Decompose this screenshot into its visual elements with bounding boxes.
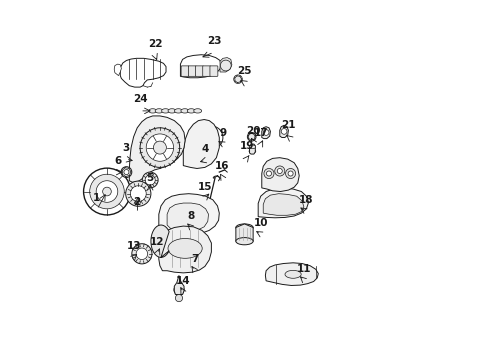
Text: 14: 14 (176, 276, 190, 286)
Circle shape (96, 181, 118, 202)
Text: 19: 19 (240, 141, 254, 151)
FancyBboxPatch shape (209, 66, 218, 76)
FancyBboxPatch shape (203, 66, 210, 76)
Ellipse shape (148, 109, 156, 113)
Circle shape (274, 166, 284, 176)
Circle shape (83, 168, 130, 215)
Circle shape (175, 294, 182, 302)
Circle shape (263, 130, 268, 135)
FancyBboxPatch shape (188, 66, 196, 76)
Text: 12: 12 (150, 237, 164, 247)
Polygon shape (114, 64, 121, 76)
Polygon shape (263, 194, 303, 215)
Circle shape (266, 171, 271, 176)
Polygon shape (180, 55, 221, 78)
Ellipse shape (161, 109, 169, 113)
Circle shape (200, 126, 223, 149)
Circle shape (153, 141, 166, 154)
Circle shape (136, 248, 147, 260)
Ellipse shape (235, 224, 253, 231)
Text: 18: 18 (299, 195, 313, 205)
Text: 25: 25 (237, 66, 251, 76)
Circle shape (146, 134, 173, 161)
Circle shape (145, 175, 155, 185)
Circle shape (281, 129, 286, 134)
Circle shape (140, 128, 179, 167)
Ellipse shape (168, 109, 176, 113)
Polygon shape (235, 224, 253, 244)
Text: 4: 4 (202, 144, 209, 154)
Circle shape (204, 130, 218, 145)
Circle shape (102, 187, 111, 196)
Polygon shape (151, 225, 169, 257)
Text: 5: 5 (146, 172, 154, 183)
Text: 22: 22 (148, 39, 162, 49)
Polygon shape (249, 144, 255, 154)
Text: 8: 8 (187, 211, 194, 221)
Text: 17: 17 (253, 128, 267, 138)
Polygon shape (183, 120, 219, 168)
Circle shape (264, 168, 273, 179)
Text: 2: 2 (133, 197, 141, 207)
Text: 16: 16 (215, 161, 229, 171)
Polygon shape (159, 194, 219, 235)
Text: 15: 15 (197, 181, 212, 192)
Polygon shape (174, 275, 183, 294)
Text: 1: 1 (93, 193, 101, 203)
Text: 9: 9 (219, 127, 226, 138)
Ellipse shape (249, 145, 255, 149)
Circle shape (174, 285, 183, 295)
Text: 3: 3 (122, 143, 129, 153)
Text: 24: 24 (133, 94, 147, 104)
Circle shape (132, 244, 152, 264)
Polygon shape (120, 58, 166, 87)
Circle shape (123, 170, 129, 175)
Polygon shape (159, 226, 211, 273)
Circle shape (125, 181, 151, 206)
Text: 21: 21 (281, 120, 295, 130)
Text: 13: 13 (126, 241, 141, 251)
Circle shape (207, 134, 215, 141)
Ellipse shape (285, 270, 301, 278)
Circle shape (130, 186, 146, 202)
Circle shape (285, 168, 295, 179)
Ellipse shape (174, 109, 182, 113)
Circle shape (220, 60, 231, 71)
Text: 11: 11 (296, 264, 310, 274)
Polygon shape (220, 58, 231, 72)
Text: 7: 7 (191, 254, 198, 264)
Circle shape (277, 168, 282, 174)
Ellipse shape (181, 109, 188, 113)
Ellipse shape (155, 109, 163, 113)
Polygon shape (265, 263, 318, 285)
Circle shape (247, 132, 256, 141)
Text: 23: 23 (206, 36, 221, 46)
Ellipse shape (249, 149, 255, 153)
FancyBboxPatch shape (181, 66, 189, 76)
Text: 6: 6 (114, 156, 121, 166)
Polygon shape (279, 125, 288, 138)
Polygon shape (261, 127, 270, 139)
Polygon shape (258, 188, 308, 218)
Ellipse shape (187, 109, 195, 113)
Polygon shape (129, 116, 185, 182)
Circle shape (233, 75, 242, 84)
Polygon shape (167, 203, 208, 232)
Circle shape (287, 171, 292, 176)
Text: 20: 20 (246, 126, 260, 136)
Circle shape (121, 167, 132, 177)
Ellipse shape (235, 238, 253, 245)
FancyBboxPatch shape (195, 66, 203, 76)
Text: 10: 10 (253, 217, 267, 228)
Circle shape (142, 172, 158, 188)
Polygon shape (261, 158, 299, 192)
Ellipse shape (168, 238, 202, 258)
Ellipse shape (193, 109, 201, 113)
Circle shape (89, 174, 124, 209)
